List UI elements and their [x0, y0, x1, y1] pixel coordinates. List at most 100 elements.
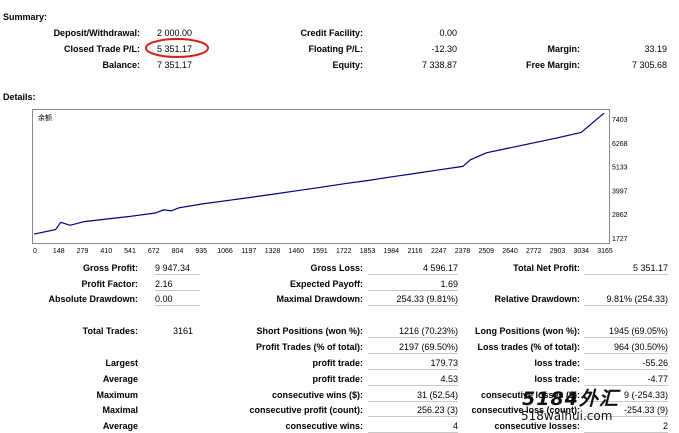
- stat-value: 9 (-254.33): [584, 390, 668, 402]
- stat-label: consecutive profit (count):: [249, 405, 363, 416]
- stat-value: 2197 (69.50%): [368, 342, 458, 354]
- summary-label: Credit Facility:: [300, 28, 363, 38]
- x-tick-label: 1591: [312, 248, 328, 255]
- balance-chart: 余额: [32, 109, 610, 244]
- stat-value: -254.33 (9): [584, 405, 668, 418]
- summary-value: 7 338.87: [421, 60, 457, 70]
- stat-label: consecutive losses ($):: [480, 389, 580, 400]
- summary-value: 7 305.68: [631, 60, 667, 70]
- y-tick-label: 5133: [612, 165, 628, 172]
- y-tick-label: 6268: [612, 141, 628, 148]
- y-tick-label: 1727: [612, 236, 628, 243]
- summary-label: Free Margin:: [525, 60, 580, 70]
- stat-label: Total Net Profit:: [513, 263, 580, 273]
- stat-label: Short Positions (won %):: [256, 326, 364, 336]
- chart-legend-label: 余额: [38, 113, 52, 122]
- stat-value: 31 (52.54): [368, 390, 458, 402]
- watermark-logo: 5184外汇: [522, 388, 619, 410]
- x-tick-label: 1066: [217, 248, 233, 255]
- summary-label: Margin:: [547, 44, 581, 54]
- x-tick-label: 3034: [573, 248, 589, 255]
- summary-title: Summary:: [3, 12, 48, 22]
- stat-value: 4 596.17: [368, 263, 458, 275]
- summary-value: 7 351.17: [157, 60, 193, 70]
- stat-label: loss trade:: [534, 358, 580, 368]
- stat-value: 9.81% (254.33): [584, 294, 668, 306]
- stat-label: Total Trades:: [82, 326, 138, 336]
- stat-value: 5 351.17: [584, 263, 668, 275]
- summary-label: Closed Trade P/L:: [63, 44, 140, 54]
- x-tick-label: 541: [124, 248, 136, 255]
- x-tick-label: 2116: [407, 248, 422, 255]
- stat-label: Long Positions (won %):: [475, 326, 580, 336]
- stat-value: 1.69: [368, 279, 458, 291]
- y-tick-label: 7403: [612, 117, 628, 124]
- x-tick-label: 2509: [478, 248, 494, 255]
- stat-value: 0.00: [155, 294, 200, 306]
- x-tick-label: 1460: [288, 248, 304, 255]
- stat-label: Gross Profit:: [82, 263, 138, 273]
- x-tick-label: 3165: [597, 248, 613, 255]
- stat-label: Gross Loss:: [310, 263, 363, 273]
- stat-row-label: Average: [102, 373, 138, 384]
- x-tick-label: 2247: [431, 248, 447, 255]
- stat-label: profit trade:: [312, 373, 364, 384]
- details-title: Details:: [3, 92, 36, 102]
- stat-value: 4: [368, 421, 458, 433]
- stat-value: 964 (30.50%): [584, 342, 668, 354]
- stat-row-label: Maximal: [102, 405, 138, 416]
- x-tick-label: 804: [172, 248, 184, 255]
- x-tick-label: 1328: [265, 248, 281, 255]
- x-tick-label: 1984: [383, 248, 399, 255]
- stat-value: -55.26: [584, 358, 668, 370]
- balance-chart-svg: 余额: [33, 112, 605, 235]
- stat-value: 179.73: [368, 358, 458, 370]
- stat-label: consecutive losses:: [494, 421, 580, 432]
- stat-row-label: Average: [102, 421, 138, 432]
- x-tick-label: 410: [100, 248, 112, 255]
- summary-label: Floating P/L:: [308, 44, 364, 54]
- closed-trade-pl-value: 5 351.17: [157, 44, 193, 54]
- x-tick-label: 1853: [360, 248, 376, 255]
- x-tick-label: 2378: [455, 248, 471, 255]
- stat-label: Absolute Drawdown:: [48, 294, 139, 304]
- stat-value: 254.33 (9.81%): [368, 294, 458, 306]
- summary-value: 2 000.00: [157, 28, 193, 38]
- watermark-url: 518waihui.com: [521, 409, 613, 423]
- stat-label: loss trade:: [534, 373, 580, 384]
- stat-value: 256.23 (3): [368, 405, 458, 418]
- balance-line: [33, 112, 605, 235]
- y-tick-label: 2862: [612, 212, 628, 219]
- stat-value: 3161: [173, 326, 194, 336]
- summary-label: Equity:: [332, 60, 364, 70]
- highlight-ellipse: [145, 38, 209, 58]
- x-tick-label: 935: [195, 248, 207, 255]
- stat-label: Expected Payoff:: [289, 279, 363, 289]
- stat-value: -4.77: [584, 374, 668, 386]
- stat-label: Profit Trades (% of total):: [255, 342, 363, 352]
- summary-label: Balance:: [102, 60, 140, 70]
- x-tick-label: 672: [148, 248, 160, 255]
- stat-row-label: Maximum: [96, 389, 138, 400]
- summary-label: Deposit/Withdrawal:: [53, 28, 140, 38]
- stat-value: 2.16: [155, 279, 200, 291]
- summary-value: -12.30: [431, 44, 457, 54]
- stat-label: Loss trades (% of total):: [477, 342, 580, 352]
- stat-value: 1216 (70.23%): [368, 326, 458, 338]
- stat-value: 4.53: [368, 374, 458, 386]
- x-tick-label: 2903: [550, 248, 566, 255]
- stat-label: consecutive loss (count):: [471, 405, 580, 416]
- stat-value: 1945 (69.05%): [584, 326, 668, 338]
- x-tick-label: 0: [33, 248, 37, 255]
- x-tick-label: 1722: [336, 248, 352, 255]
- stat-label: Profit Factor:: [81, 279, 138, 289]
- x-tick-label: 148: [53, 248, 65, 255]
- stat-row-label: Largest: [105, 358, 138, 368]
- x-tick-label: 279: [77, 248, 89, 255]
- stat-label: Relative Drawdown:: [494, 294, 580, 304]
- x-tick-label: 2772: [526, 248, 542, 255]
- summary-value: 33.19: [644, 44, 667, 54]
- stat-label: consecutive wins:: [285, 421, 363, 432]
- summary-value: 0.00: [439, 28, 457, 38]
- stat-value: 9 947.34: [155, 263, 200, 275]
